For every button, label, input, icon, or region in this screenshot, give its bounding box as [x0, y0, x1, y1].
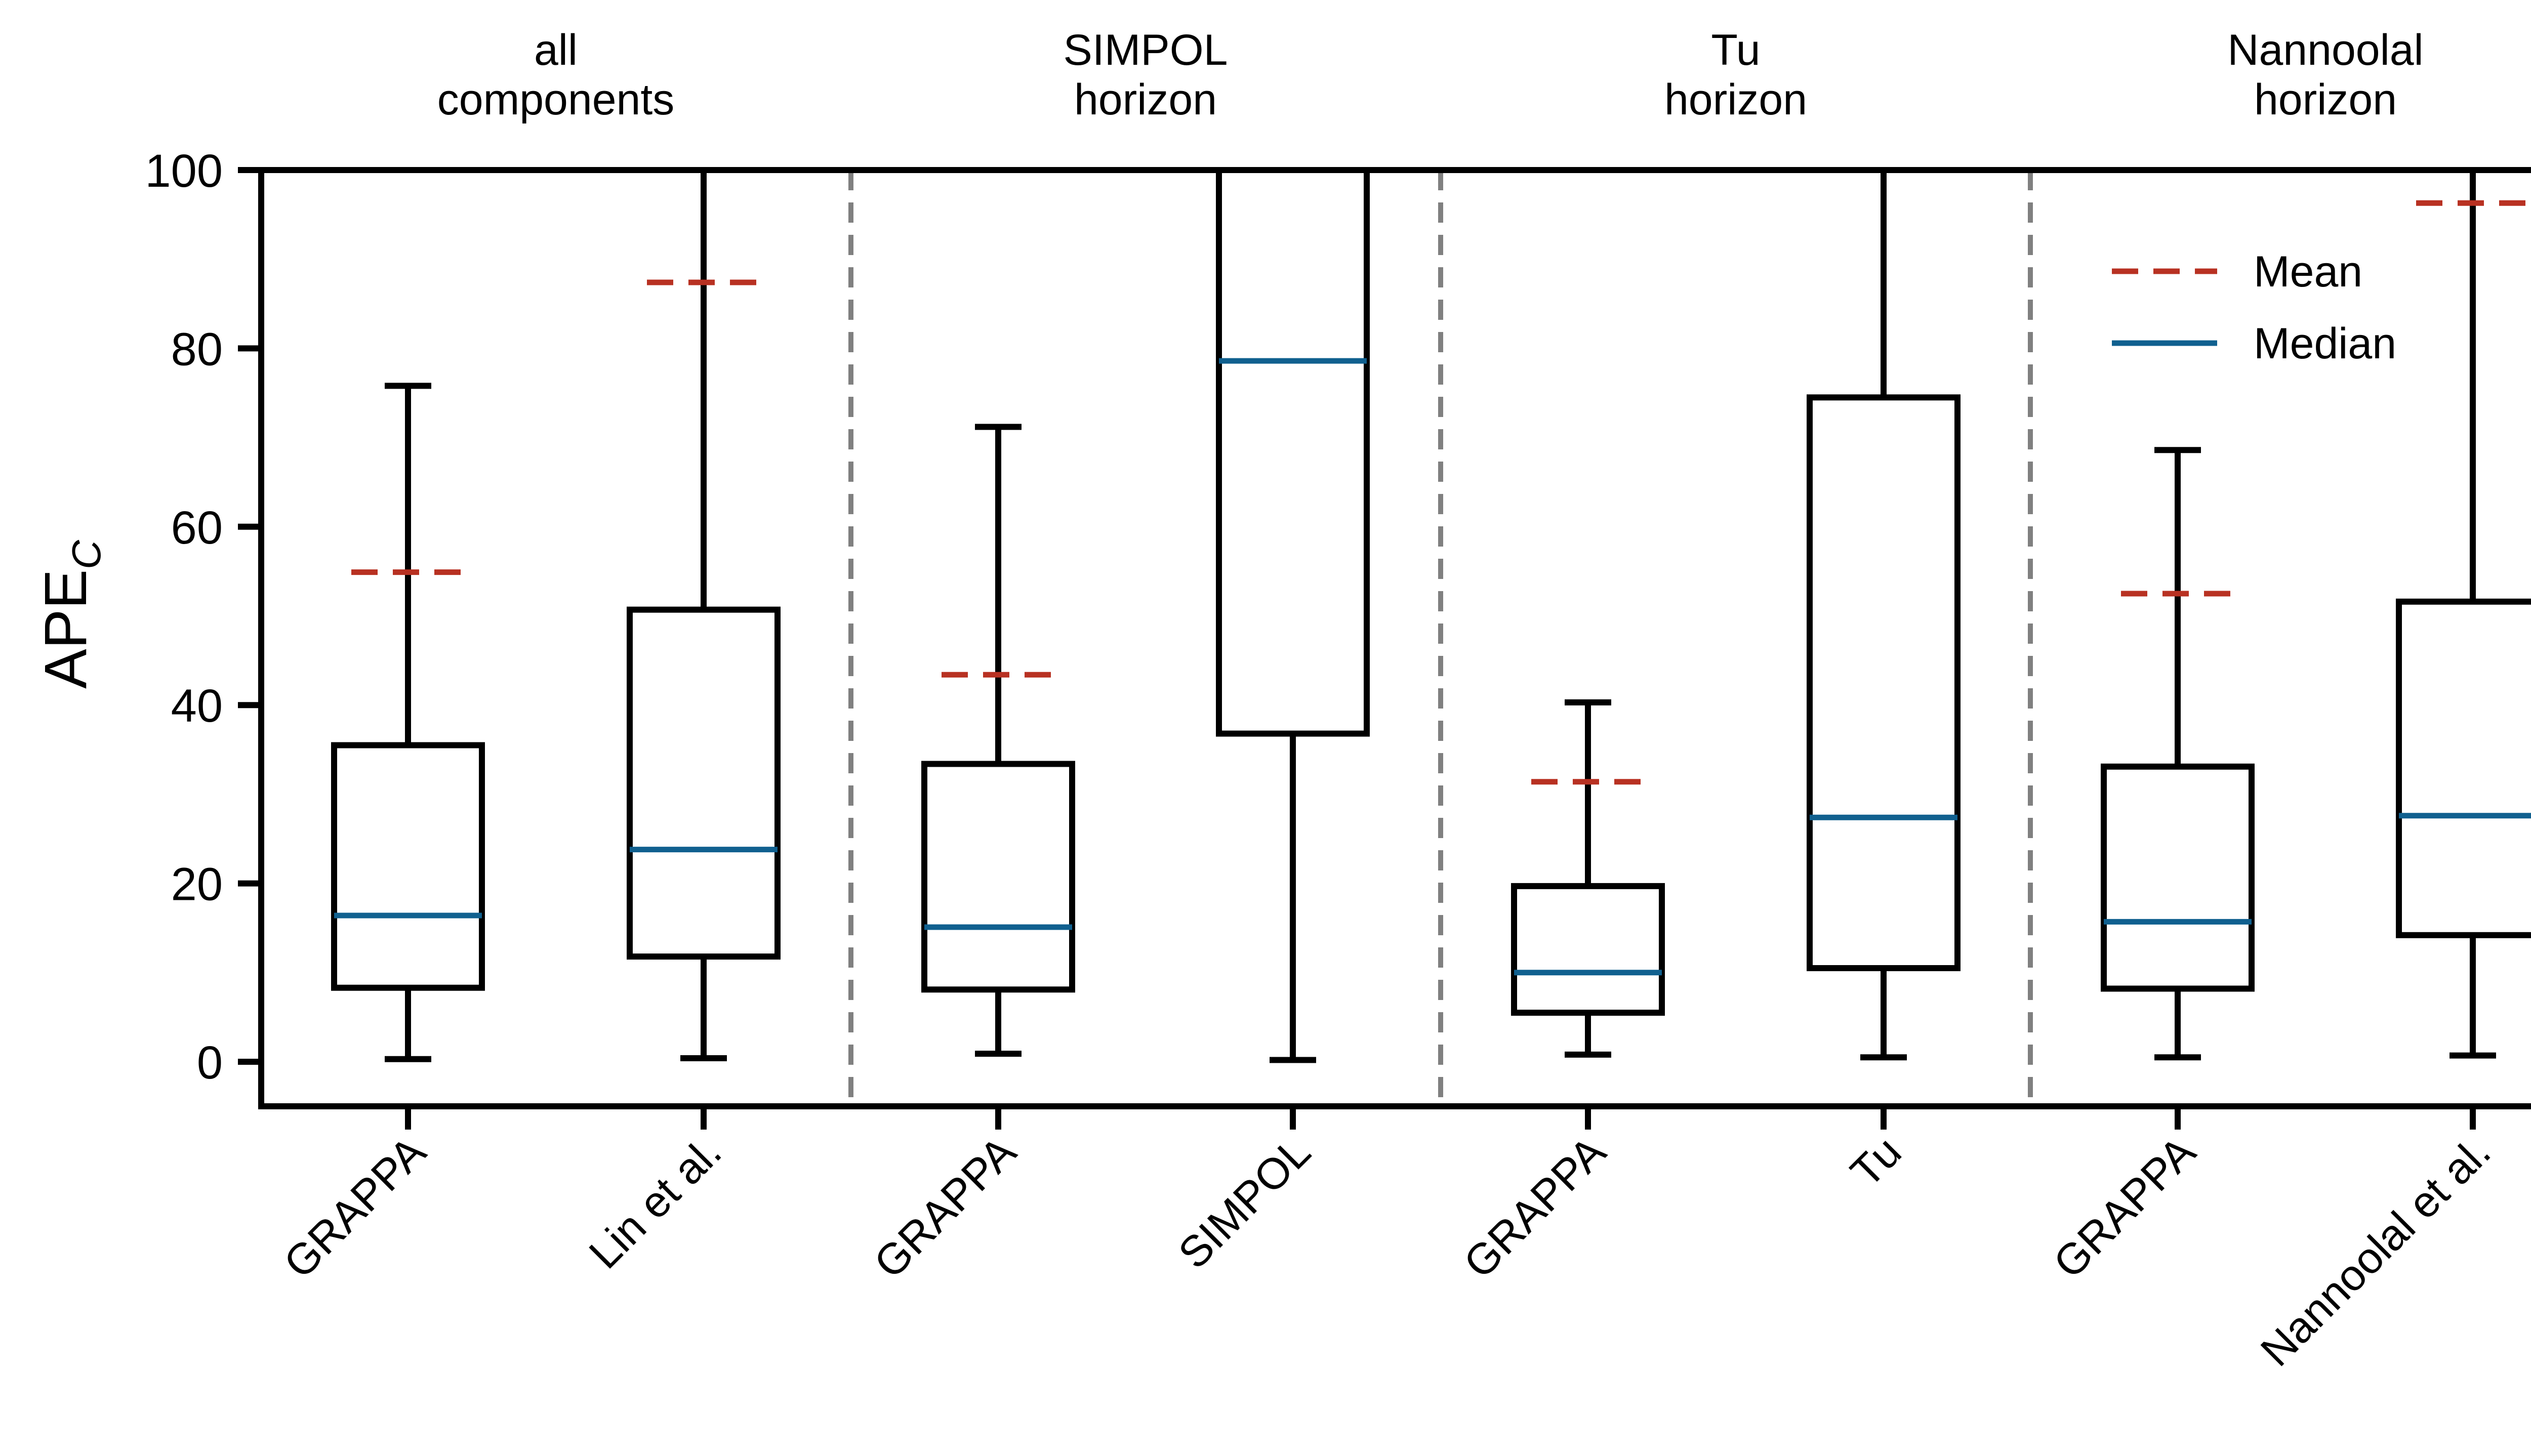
- box-5-iqr: [1511, 883, 1665, 1016]
- group-label-1-line-1: all: [534, 26, 578, 74]
- box-series: [331, 167, 2531, 1063]
- group-label-3: Tu horizon: [1664, 26, 1807, 124]
- group-separators: [848, 170, 2033, 1106]
- legend: Mean Median: [2112, 247, 2396, 368]
- box-1: [331, 383, 485, 1062]
- group-label-2-line-1: SIMPOL: [1064, 26, 1228, 74]
- box-7: [2101, 447, 2255, 1061]
- box-6-iqr: [1807, 394, 1961, 971]
- y-tick-label-80: 80: [171, 323, 223, 375]
- group-label-1: all components: [437, 26, 675, 124]
- group-label-3-line-2: horizon: [1664, 75, 1807, 124]
- group-label-2: SIMPOL horizon: [1064, 26, 1228, 124]
- box-4-iqr: [1216, 167, 1370, 737]
- group-label-4-line-1: Nannoolal: [2227, 26, 2423, 74]
- x-tick-label-6: Tu: [1842, 1128, 1911, 1197]
- box-8: [2396, 170, 2531, 1059]
- x-axis: GRAPPA Lin et al. GRAPPA SIMPOL GRAPPA Tu GRAP…: [275, 1106, 2500, 1376]
- y-tick-label-20: 20: [171, 859, 223, 910]
- box-6: [1807, 170, 1961, 1061]
- legend-mean-label: Mean: [2254, 247, 2362, 296]
- x-tick-label-3: GRAPPA: [865, 1127, 1026, 1287]
- group-label-3-line-1: Tu: [1711, 26, 1760, 74]
- box-3-iqr: [921, 761, 1075, 993]
- y-axis-label-subscript: C: [64, 539, 109, 569]
- mean-markers: [351, 200, 2529, 785]
- box-8-iqr: [2396, 598, 2531, 938]
- y-tick-label-0: 0: [197, 1037, 223, 1089]
- x-tick-label-4: SIMPOL: [1169, 1128, 1320, 1278]
- y-tick-label-60: 60: [171, 502, 223, 554]
- plot-frame: [258, 167, 2531, 1109]
- box-5: [1511, 699, 1665, 1058]
- legend-median-label: Median: [2254, 319, 2396, 368]
- y-axis-label-main: APE: [32, 569, 99, 689]
- box-2: [627, 170, 781, 1061]
- x-tick-label-1: GRAPPA: [275, 1127, 435, 1287]
- box-1-iqr: [331, 742, 485, 991]
- box-7-iqr: [2101, 763, 2255, 992]
- group-label-4-line-2: horizon: [2254, 75, 2397, 124]
- box-3: [921, 424, 1075, 1057]
- x-tick-label-8: Nannoolal et al.: [2252, 1128, 2500, 1376]
- group-label-1-line-2: components: [437, 75, 675, 124]
- group-label-4: Nannoolal horizon: [2227, 26, 2423, 124]
- box-4: [1216, 167, 1370, 1063]
- x-tick-label-5: GRAPPA: [1455, 1127, 1615, 1287]
- y-tick-label-40: 40: [171, 680, 223, 732]
- x-tick-label-2: Lin et al.: [580, 1128, 731, 1278]
- y-tick-label-100: 100: [145, 145, 223, 197]
- group-label-2-line-2: horizon: [1074, 75, 1217, 124]
- y-axis-label: APEC: [32, 539, 109, 689]
- x-tick-label-7: GRAPPA: [2045, 1127, 2205, 1287]
- box-2-iqr: [627, 606, 781, 960]
- y-axis: 0 20 40 60 80 100: [145, 145, 261, 1089]
